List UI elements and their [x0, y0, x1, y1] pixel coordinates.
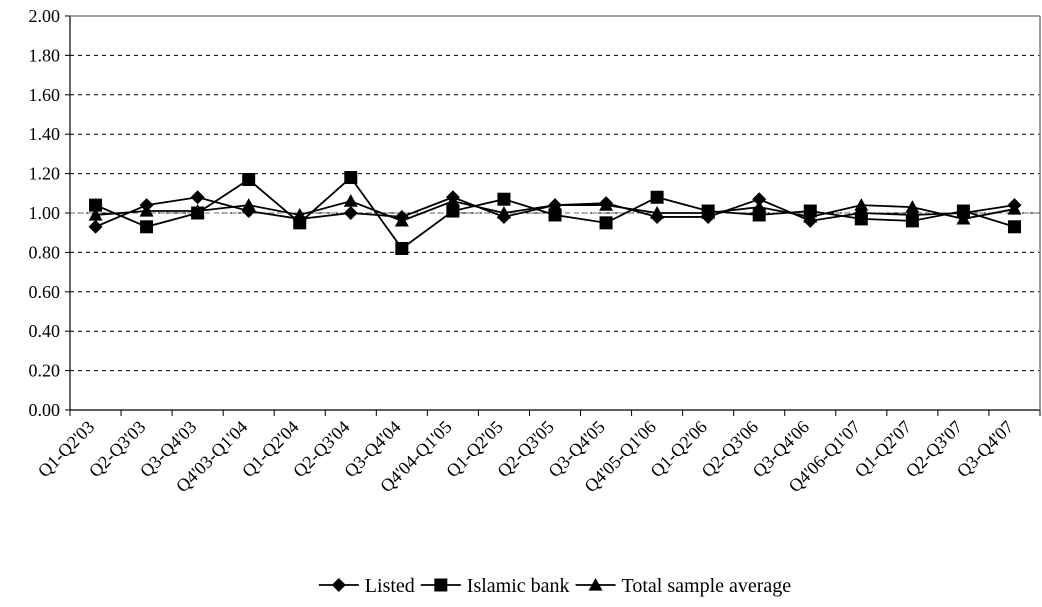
marker-triangle [496, 206, 511, 219]
legend-item: Listed [318, 575, 415, 597]
marker-triangle [343, 194, 358, 207]
marker-square [599, 216, 613, 230]
marker-diamond [752, 192, 767, 207]
marker-diamond [190, 190, 205, 205]
marker-triangle [956, 211, 971, 225]
marker-square [242, 173, 256, 187]
marker-diamond [331, 578, 346, 592]
series-2 [88, 194, 1022, 227]
y-tick-label: 0.40 [29, 321, 61, 341]
marker-diamond [343, 206, 358, 220]
marker-triangle [445, 194, 460, 207]
y-tick-label: 0.60 [29, 282, 61, 302]
legend-item: Total sample average [575, 575, 792, 597]
marker-triangle [650, 206, 665, 219]
marker-square [344, 171, 358, 185]
legend-label: Total sample average [622, 575, 792, 597]
marker-square [650, 190, 664, 204]
marker-triangle [803, 209, 818, 223]
marker-triangle [854, 198, 869, 211]
marker-triangle [292, 207, 307, 221]
y-tick-label: 2.00 [29, 6, 61, 26]
marker-triangle [905, 200, 920, 213]
y-tick-label: 0.80 [29, 242, 61, 262]
marker-triangle [241, 198, 256, 211]
y-tick-label: 1.80 [29, 45, 61, 65]
marker-triangle [394, 213, 409, 227]
marker-triangle [752, 200, 767, 213]
marker-triangle [1007, 202, 1022, 215]
marker-square [956, 204, 970, 218]
marker-square [395, 241, 409, 255]
x-tick-label: Q3-Q4'07 [953, 417, 1018, 482]
legend-label: Islamic bank [467, 575, 570, 597]
marker-square [497, 192, 511, 206]
legend-label: Listed [365, 575, 415, 597]
marker-triangle [588, 578, 603, 591]
marker-square [89, 198, 103, 212]
y-tick-label: 0.00 [29, 400, 61, 420]
marker-square [905, 214, 919, 228]
marker-triangle [599, 198, 614, 211]
y-tick-label: 1.40 [29, 124, 61, 144]
marker-triangle [548, 198, 562, 211]
y-tick-label: 1.00 [29, 203, 61, 223]
marker-diamond [88, 219, 103, 234]
marker-triangle [190, 204, 205, 217]
marker-square [446, 204, 460, 218]
marker-square [434, 578, 448, 592]
marker-triangle [701, 206, 716, 219]
y-tick-label: 0.20 [29, 361, 61, 381]
marker-square [140, 220, 154, 234]
legend-item: Islamic bank [420, 575, 570, 597]
y-tick-label: 1.20 [29, 164, 61, 184]
marker-square [854, 212, 868, 226]
marker-square [548, 208, 562, 222]
y-tick-label: 1.60 [29, 85, 61, 105]
marker-square [1007, 220, 1021, 234]
marker-triangle [88, 207, 103, 221]
marker-triangle [139, 204, 154, 217]
